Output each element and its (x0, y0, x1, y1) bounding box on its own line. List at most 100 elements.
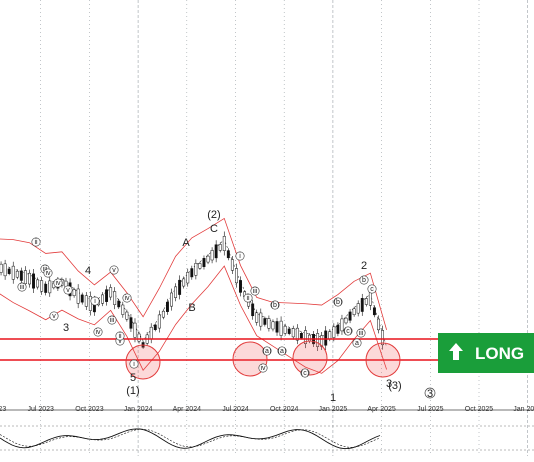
candle-body (340, 318, 344, 332)
wave-sublabel: ii (246, 295, 250, 302)
candle-body (377, 318, 380, 331)
wave-sublabel: (c) (344, 328, 352, 335)
wave-subcircle (107, 315, 117, 325)
long-signal-badge: LONG (438, 333, 534, 373)
wave-subcircle (356, 328, 366, 338)
candle-body (352, 308, 356, 315)
stochastic-d-line (0, 428, 381, 448)
candle-body (239, 280, 242, 293)
wave-sublabel: i (133, 361, 135, 368)
candle-body (190, 268, 194, 278)
wave-sublabel: iv (55, 280, 61, 287)
wave-subcircle (93, 327, 103, 337)
candle-body (381, 330, 384, 346)
wave-label: (1) (126, 385, 139, 397)
candle-body (214, 244, 218, 259)
candle-body (178, 279, 182, 295)
highlight-circles (125, 340, 401, 380)
wave-sublabel: (b) (271, 302, 280, 309)
wave-subcircle (333, 297, 343, 307)
wave-subcircle (300, 368, 310, 378)
wave-subcircle (277, 346, 287, 356)
candle-body (19, 270, 23, 281)
wave-sublabel: c (370, 286, 374, 293)
wave-subcircle (43, 268, 53, 278)
candle-body (202, 258, 206, 267)
wave-sublabel: (a) (278, 348, 287, 355)
candle-body (356, 303, 360, 314)
wave-sublabel: v (66, 287, 70, 294)
x-tick-label: Oct 2025 (465, 406, 494, 413)
candle-body (291, 328, 295, 338)
candle-body (105, 289, 109, 302)
bollinger-lower-band (0, 265, 387, 374)
x-tick-label: Apr 2023 (0, 406, 6, 413)
candle-body (157, 314, 161, 329)
wave-sublabel: i (239, 253, 241, 260)
wave-subcircle (250, 286, 260, 296)
wave-sublabel: iv (124, 295, 130, 302)
candle-body (7, 268, 11, 274)
wave-subcircle (262, 346, 272, 356)
candle-body (48, 280, 52, 294)
candle-body (259, 312, 263, 327)
wave-subcircle (129, 359, 139, 369)
wave-sublabel: i (94, 298, 96, 305)
candle-body (348, 311, 352, 321)
x-tick-label: Jul 2023 (27, 406, 54, 413)
candle-body (15, 270, 19, 278)
x-tick-label: Apr 2024 (173, 406, 202, 413)
candle-body (222, 236, 226, 251)
wave-sublabel: iii (253, 288, 258, 295)
candle-body (360, 298, 364, 312)
wave-subcircle (343, 326, 353, 336)
candle-body (198, 263, 202, 269)
candle-body (125, 311, 129, 320)
candle-body (283, 325, 287, 334)
x-tick-label: Jul 2025 (417, 406, 444, 413)
wave-label: B (188, 302, 195, 314)
wave-subcircle (122, 293, 132, 303)
wave-sublabel: (c) (301, 370, 309, 377)
candle-body (287, 328, 291, 334)
wave-label: 3 (63, 322, 69, 334)
candle-body (206, 255, 210, 263)
wave-subcircle (90, 296, 100, 306)
candle-body (161, 310, 165, 318)
candle-body (109, 287, 113, 298)
candle-body (186, 271, 190, 284)
candle-body (344, 317, 348, 324)
stochastic-k-line (0, 428, 381, 450)
wave-subcircle (109, 265, 119, 275)
candle-body (76, 288, 80, 304)
candle-body (316, 333, 320, 347)
wave-subcircle (243, 293, 253, 303)
candle-body (137, 333, 141, 342)
wave-subcircle (235, 251, 245, 261)
candle-body (324, 330, 328, 346)
candle-body (80, 294, 84, 303)
candle-body (113, 291, 117, 305)
candle-body (129, 317, 133, 329)
candle-body (255, 312, 259, 323)
candle-body (36, 279, 40, 288)
candle-body (44, 283, 48, 293)
candle-body (84, 295, 88, 307)
x-tick-label: Jan 2025 (318, 406, 347, 413)
wave-sublabel: iv (95, 329, 101, 336)
candle-body (72, 289, 76, 296)
candle-body (364, 298, 368, 305)
candle-body (3, 263, 7, 277)
wave-label: 5 (130, 372, 136, 384)
candle-body (267, 318, 271, 329)
wave-subcircle (31, 237, 41, 247)
wave-sublabel: iii (110, 317, 115, 324)
wave-sublabel: (b) (334, 299, 343, 306)
touch-highlight-circle (292, 340, 328, 376)
wave-label: C (210, 223, 218, 235)
wave-sublabel: iii (20, 284, 25, 291)
wave-subcircle (352, 338, 362, 348)
wave-label: (2) (207, 209, 220, 221)
oscillator-panel (0, 425, 534, 451)
